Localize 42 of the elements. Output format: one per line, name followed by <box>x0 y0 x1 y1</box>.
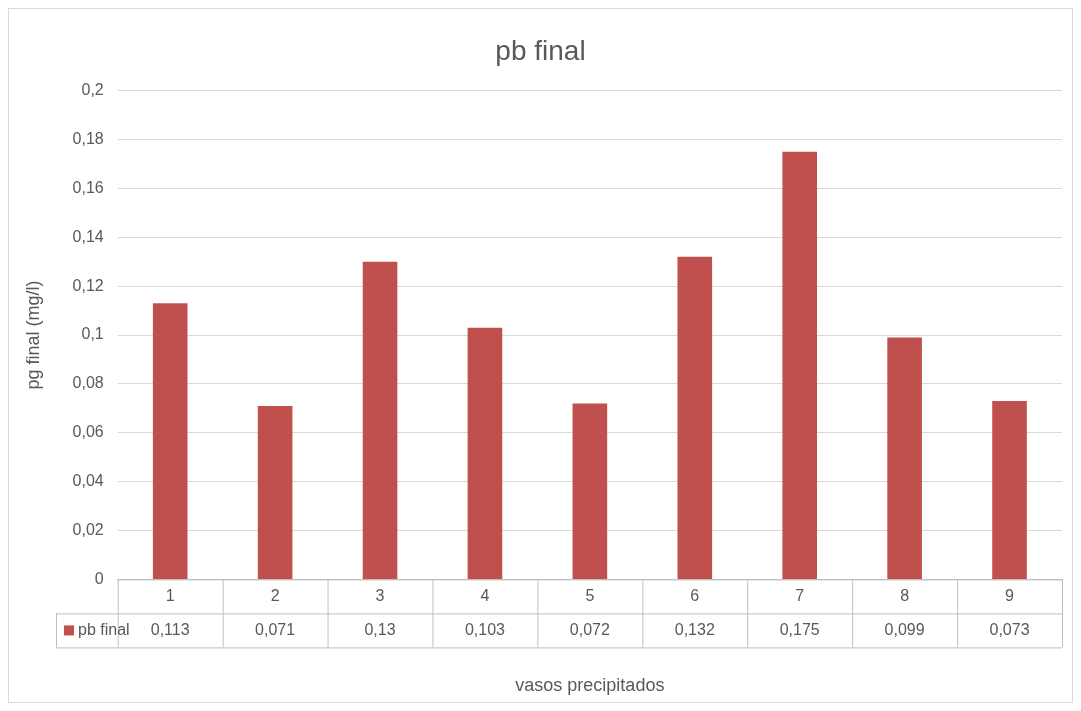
y-tick-label: 0 <box>94 569 104 587</box>
bar <box>467 327 503 579</box>
y-tick-label: 0,18 <box>72 129 104 147</box>
y-tick-label: 0,14 <box>72 227 104 245</box>
bar <box>992 400 1027 579</box>
x-tick-label: 1 <box>165 586 175 604</box>
data-label: 0,099 <box>884 620 925 638</box>
y-tick-label: 0,2 <box>81 81 104 99</box>
legend-label: pb final <box>78 620 130 638</box>
x-tick-label: 7 <box>795 586 805 604</box>
bar <box>677 256 713 579</box>
bar <box>152 303 188 579</box>
data-label: 0,073 <box>989 620 1030 638</box>
y-tick-label: 0,16 <box>72 178 104 196</box>
data-label: 0,072 <box>569 620 610 638</box>
y-axis-title: pg final (mg/l) <box>22 280 43 390</box>
y-tick-label: 0,02 <box>72 520 104 538</box>
y-tick-label: 0,1 <box>81 325 104 343</box>
x-tick-label: 9 <box>1005 586 1015 604</box>
chart-title: pb final <box>495 34 586 66</box>
bar <box>362 261 398 579</box>
y-tick-label: 0,04 <box>72 472 104 490</box>
y-tick-label: 0,06 <box>72 423 104 441</box>
data-label: 0,13 <box>364 620 396 638</box>
x-axis-title: vasos precipitados <box>515 675 665 696</box>
x-tick-label: 2 <box>270 586 280 604</box>
x-tick-label: 8 <box>900 586 910 604</box>
y-tick-label: 0,08 <box>72 374 104 392</box>
data-label: 0,071 <box>255 620 296 638</box>
bar <box>257 405 293 579</box>
y-tick-label: 0,12 <box>72 276 104 294</box>
x-tick-label: 3 <box>375 586 385 604</box>
bar <box>572 403 608 579</box>
bar <box>782 151 818 579</box>
data-label: 0,132 <box>674 620 715 638</box>
data-label: 0,113 <box>150 620 190 638</box>
data-label: 0,175 <box>779 620 820 638</box>
data-label: 0,103 <box>464 620 506 638</box>
x-tick-label: 5 <box>585 586 595 604</box>
bar <box>887 337 922 579</box>
x-tick-label: 6 <box>690 586 700 604</box>
x-tick-label: 4 <box>480 586 490 604</box>
